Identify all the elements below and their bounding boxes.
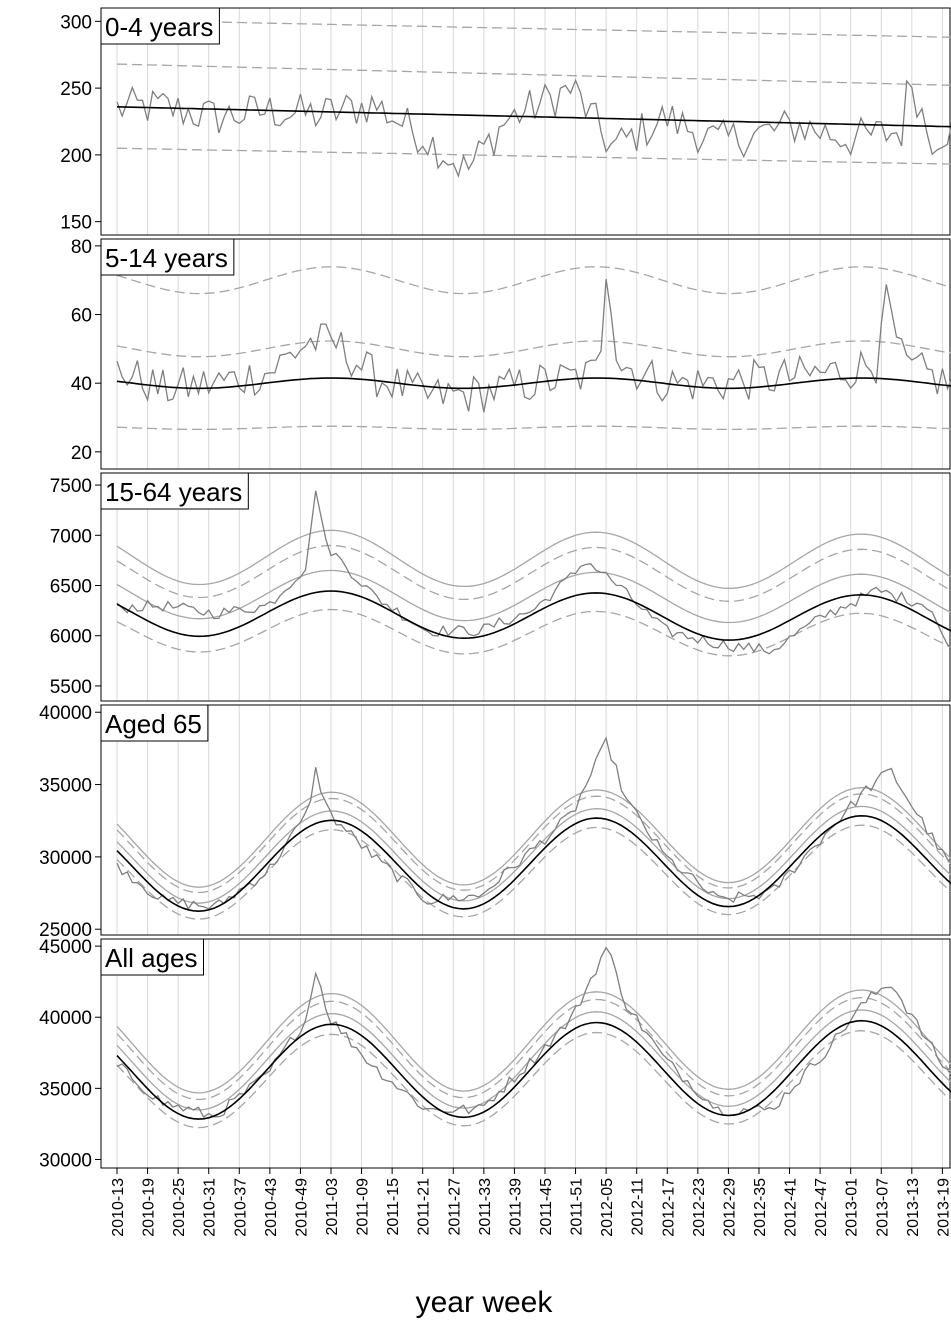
threshold-line-0 bbox=[116, 425, 951, 431]
panel-label: All ages bbox=[105, 943, 198, 973]
panel-label-box bbox=[100, 7, 220, 45]
x-tick-label: 2012-41 bbox=[783, 1178, 800, 1237]
y-tick-label: 7500 bbox=[50, 476, 92, 497]
x-tick-label: 2011-45 bbox=[538, 1178, 555, 1236]
x-tick-label: 2011-03 bbox=[324, 1178, 341, 1236]
y-tick-label: 40 bbox=[71, 374, 92, 395]
threshold-line-2 bbox=[116, 266, 951, 295]
x-tick-label: 2013-19 bbox=[935, 1178, 951, 1237]
threshold-line-0 bbox=[116, 1030, 951, 1129]
threshold-line-2 bbox=[116, 793, 951, 894]
panel-1: 20 40 60 80 5-14 years bbox=[71, 237, 951, 470]
baseline-series-line bbox=[116, 590, 951, 641]
threshold-line-3 bbox=[116, 787, 951, 888]
x-tick-label: 2010-25 bbox=[171, 1178, 188, 1237]
observed-series-line bbox=[116, 278, 951, 413]
x-tick-label: 2012-05 bbox=[599, 1178, 616, 1237]
x-tick-label: 2010-19 bbox=[141, 1178, 158, 1237]
x-tick-label: 2013-13 bbox=[905, 1178, 922, 1237]
x-tick-label: 2012-47 bbox=[813, 1178, 830, 1237]
panel-label: 5-14 years bbox=[105, 243, 228, 273]
x-tick-label: 2011-15 bbox=[385, 1178, 402, 1236]
panel-label-box bbox=[100, 238, 235, 276]
threshold-line-0 bbox=[116, 147, 951, 165]
y-tick-label: 60 bbox=[71, 306, 92, 327]
y-tick-label: 5500 bbox=[50, 677, 92, 698]
y-tick-label: 300 bbox=[60, 12, 92, 33]
panel-frame bbox=[100, 938, 951, 1169]
y-tick-label: 40000 bbox=[39, 1008, 92, 1029]
x-tick-label: 2011-09 bbox=[355, 1178, 372, 1236]
panel-frame bbox=[100, 472, 951, 702]
baseline-series-line bbox=[116, 814, 951, 913]
baseline-series-line bbox=[116, 377, 951, 390]
threshold-line-1 bbox=[116, 63, 951, 86]
x-tick-label: 2010-31 bbox=[202, 1178, 219, 1237]
y-tick-label: 200 bbox=[60, 146, 92, 167]
x-tick-label: 2012-35 bbox=[752, 1178, 769, 1237]
x-tick-label: 2012-23 bbox=[691, 1178, 708, 1237]
panel-3: 25000 30000 35000 40000 Aged 65 bbox=[39, 703, 951, 941]
y-tick-label: 35000 bbox=[39, 1079, 92, 1100]
panel-0: 150 200 250 300 0-4 years bbox=[60, 7, 951, 236]
panel-frame bbox=[100, 238, 951, 470]
y-tick-label: 30000 bbox=[39, 848, 92, 869]
y-tick-label: 250 bbox=[60, 79, 92, 100]
y-tick-label: 20 bbox=[71, 443, 92, 464]
x-tick-label: 2010-49 bbox=[293, 1178, 310, 1237]
threshold-line-1 bbox=[116, 340, 951, 358]
observed-series-line bbox=[116, 946, 951, 1118]
panel-frame bbox=[100, 704, 951, 936]
x-tick-label: 2011-51 bbox=[569, 1178, 586, 1236]
threshold-line-2 bbox=[116, 544, 951, 602]
x-tick-label: 2013-01 bbox=[844, 1178, 861, 1237]
observed-series-line bbox=[116, 736, 951, 911]
baseline-series-line bbox=[116, 106, 951, 128]
panel-frame bbox=[100, 7, 951, 236]
y-tick-label: 7000 bbox=[50, 526, 92, 547]
y-tick-label: 6500 bbox=[50, 576, 92, 597]
y-tick-label: 25000 bbox=[39, 920, 92, 941]
y-tick-label: 45000 bbox=[39, 937, 92, 958]
x-tick-label: 2010-43 bbox=[263, 1178, 280, 1237]
panel-label: Aged 65 bbox=[105, 709, 202, 739]
x-tick-label: 2010-13 bbox=[110, 1178, 127, 1237]
y-tick-label: 40000 bbox=[39, 703, 92, 724]
x-tick-label: 2012-11 bbox=[630, 1178, 647, 1236]
x-tick-label: 2012-29 bbox=[721, 1178, 738, 1237]
x-tick-label: 2012-17 bbox=[660, 1178, 677, 1237]
panel-4: 30000 35000 40000 45000 All ages bbox=[39, 937, 951, 1171]
observed-series-line bbox=[116, 490, 951, 655]
x-tick-label: 2010-37 bbox=[232, 1178, 249, 1237]
x-tick-label: 2011-21 bbox=[416, 1178, 433, 1236]
x-axis-title: year week bbox=[416, 1286, 554, 1319]
threshold-line-2 bbox=[116, 19, 951, 38]
x-tick-label: 2013-07 bbox=[874, 1178, 891, 1237]
baseline-series-line bbox=[116, 1019, 951, 1120]
threshold-line-1 bbox=[116, 805, 951, 904]
threshold-line-2 bbox=[116, 997, 951, 1101]
panel-2: 5500 6000 6500 7000 7500 15-64 years bbox=[50, 472, 951, 702]
y-tick-label: 6000 bbox=[50, 627, 92, 648]
observed-series-line bbox=[116, 78, 951, 178]
threshold-line-1 bbox=[116, 569, 951, 624]
panel-label-box bbox=[100, 704, 209, 742]
y-tick-label: 30000 bbox=[39, 1150, 92, 1171]
threshold-line-1 bbox=[116, 1009, 951, 1111]
y-tick-label: 80 bbox=[71, 237, 92, 258]
x-tick-label: 2011-27 bbox=[446, 1178, 463, 1236]
x-tick-label: 2011-39 bbox=[507, 1178, 524, 1236]
panel-label-box bbox=[100, 938, 204, 976]
panel-label: 15-64 years bbox=[105, 477, 242, 507]
panel-label-box bbox=[100, 472, 249, 510]
y-tick-label: 35000 bbox=[39, 776, 92, 797]
y-tick-label: 150 bbox=[60, 213, 92, 234]
x-tick-label: 2011-33 bbox=[477, 1178, 494, 1236]
threshold-line-3 bbox=[116, 989, 951, 1094]
threshold-line-3 bbox=[116, 529, 951, 589]
panel-label: 0-4 years bbox=[105, 12, 213, 42]
